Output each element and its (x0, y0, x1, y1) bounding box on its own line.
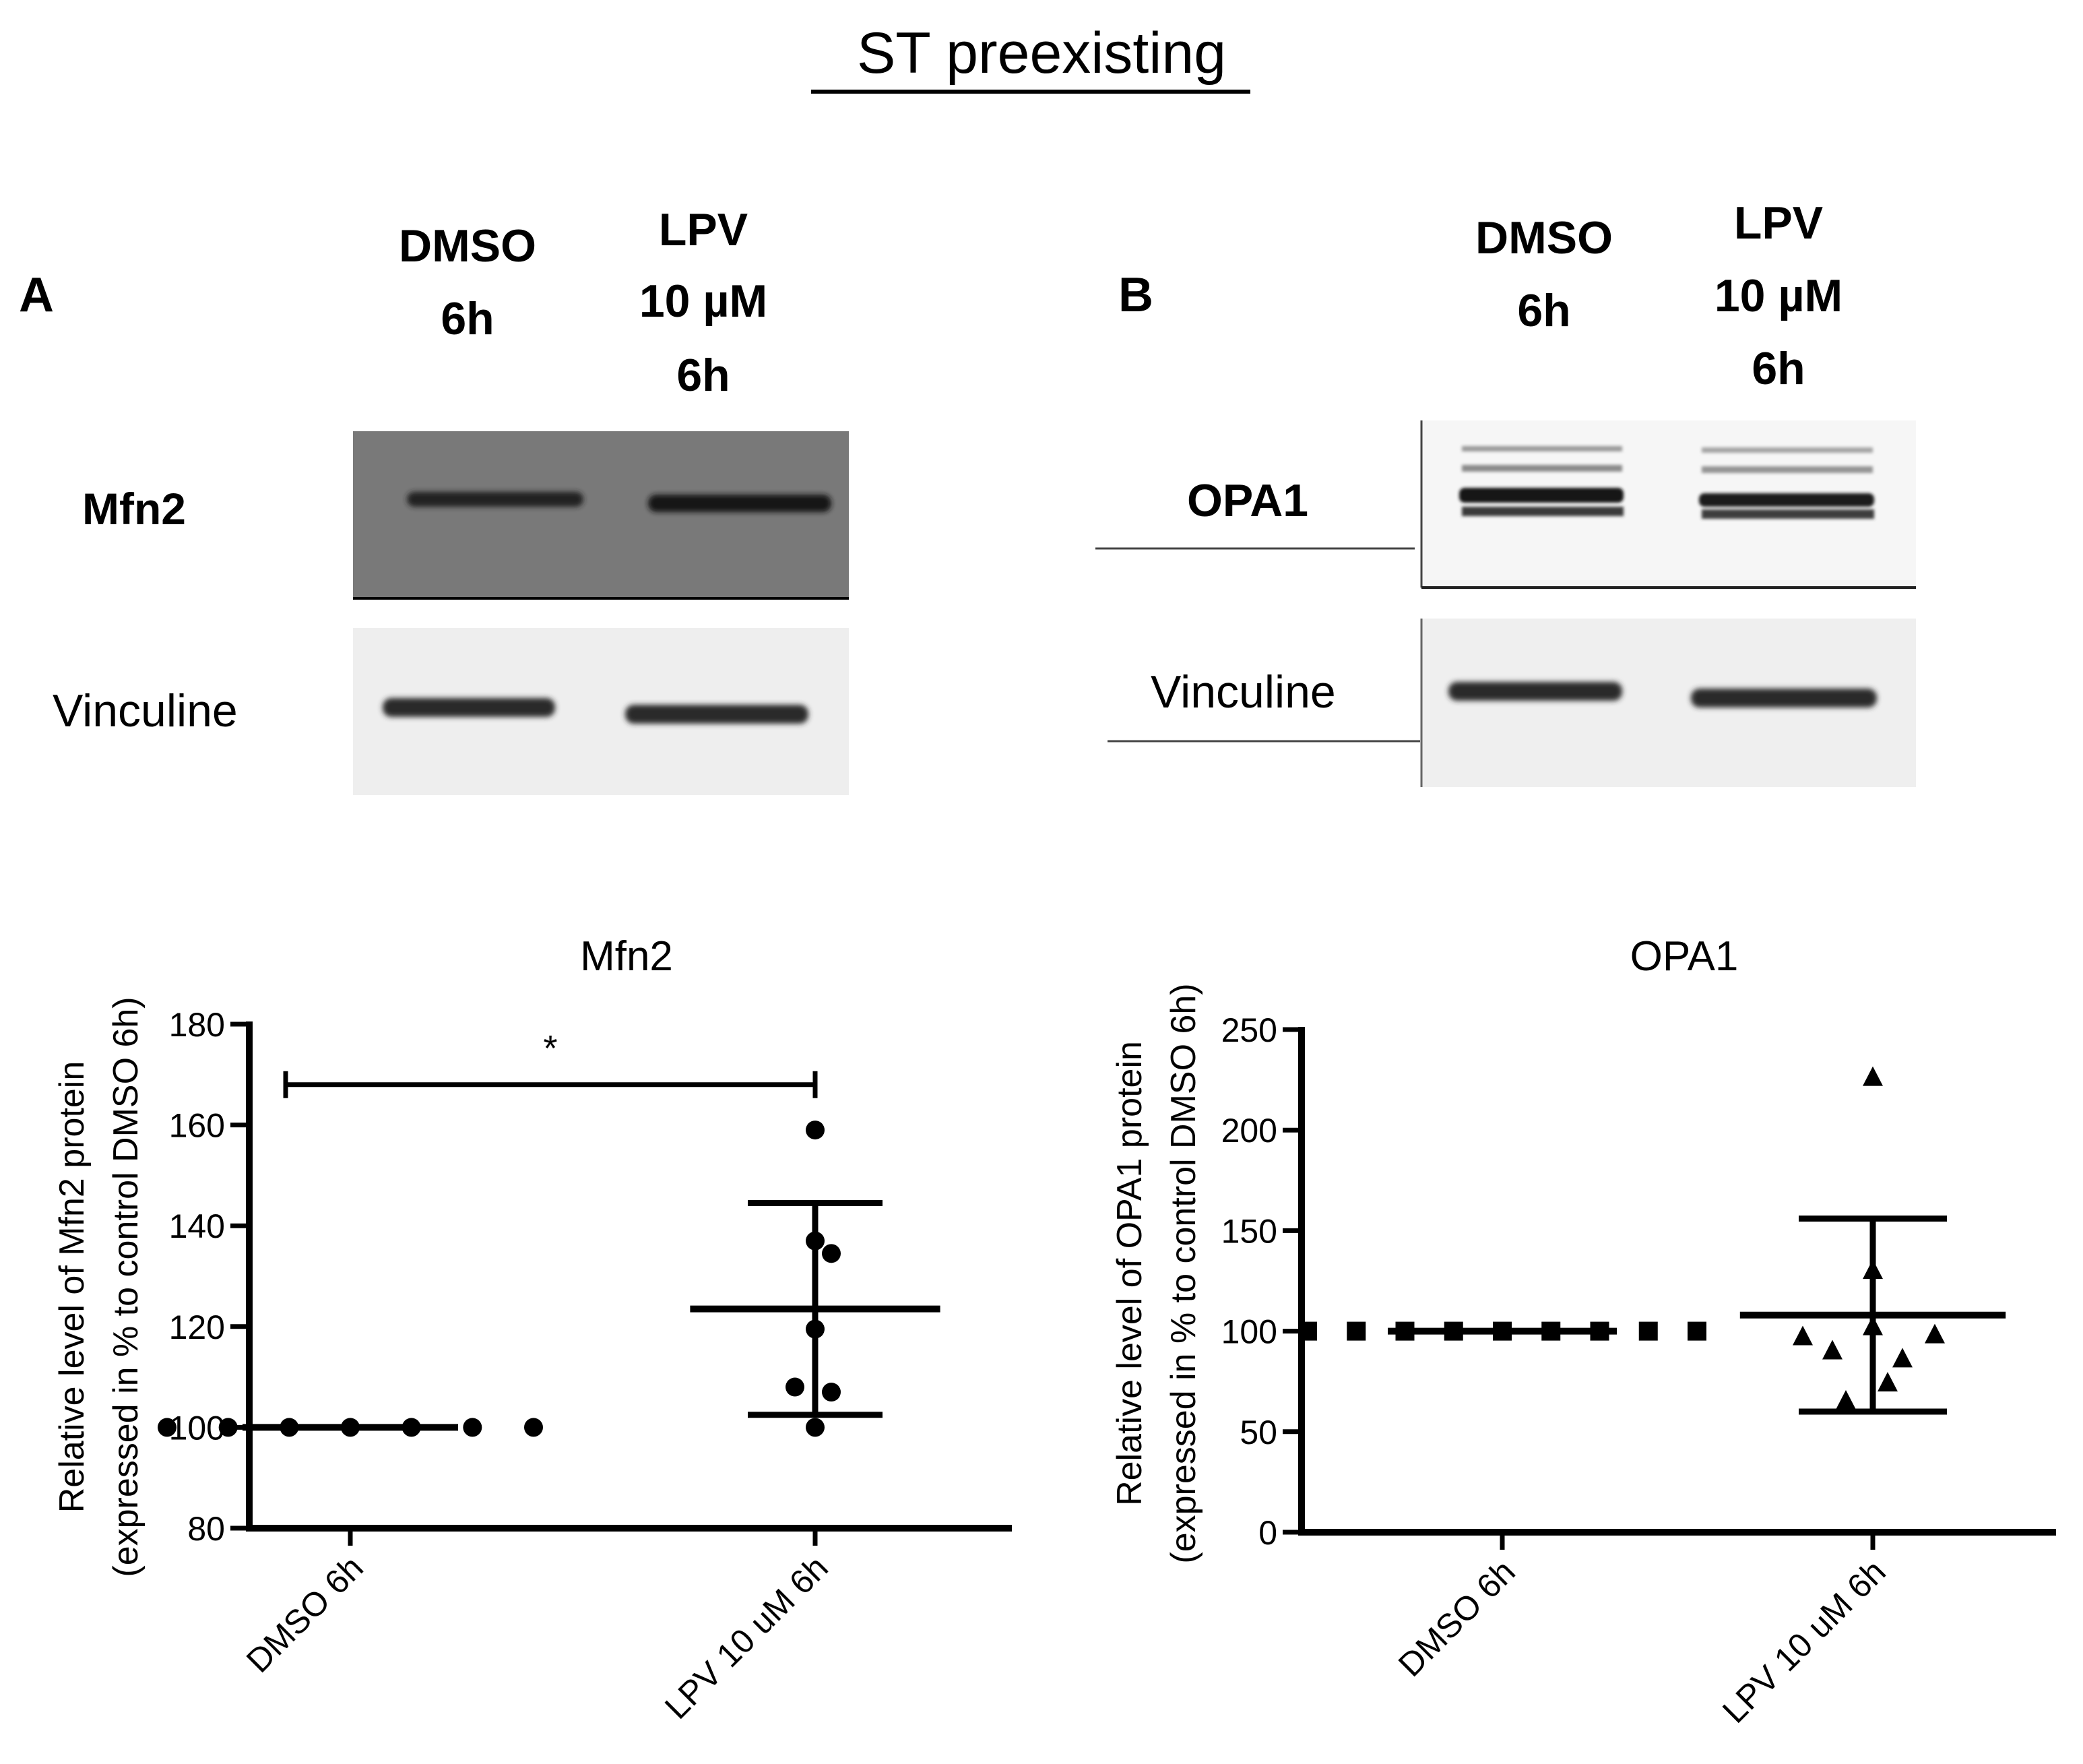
y-tick-label: 100 (169, 1409, 225, 1447)
band-opa1-lpv-main-1 (1699, 493, 1874, 507)
lane-label-line: 6h (1752, 343, 1805, 394)
blot-mfn2 (353, 431, 849, 598)
series-2 (690, 1121, 940, 1437)
lane-label-line: 6h (676, 350, 730, 401)
bands-opa1-lpv (1699, 447, 1874, 519)
series-1 (158, 1418, 543, 1437)
lane-label-line: 10 µM (1715, 270, 1842, 321)
y-tick-label: 120 (169, 1309, 225, 1346)
data-point (1892, 1348, 1913, 1368)
blot-mfn2-shade (353, 431, 849, 598)
y-tick-label: 50 (1240, 1414, 1277, 1451)
series-1 (1298, 1321, 1706, 1341)
y-axis-label-line-2: (expressed in % to control DMSO 6h) (1164, 983, 1203, 1563)
data-point (463, 1418, 482, 1437)
data-point (1793, 1325, 1813, 1346)
panel-letter-b: B (1118, 268, 1153, 322)
y-axis-label-line-1: Relative level of OPA1 protein (1110, 1041, 1149, 1506)
band-opa1-dmso-faint-1 (1462, 446, 1622, 451)
chart-marks (1298, 1027, 2056, 1536)
data-point (806, 1418, 825, 1437)
y-tick-label: 80 (187, 1510, 225, 1548)
y-tick-label: 160 (169, 1107, 225, 1145)
figure-title: ST preexisting (857, 21, 1226, 86)
band-mfn2-dmso (407, 492, 583, 507)
data-point (1878, 1372, 1898, 1392)
data-point (822, 1383, 841, 1402)
chart-title: Mfn2 (580, 933, 673, 980)
chart-marks: * (158, 1021, 1012, 1532)
data-point (1298, 1321, 1317, 1341)
data-point (524, 1418, 543, 1437)
chart-mfn2: Mfn2 Relative level of Mfn2 protein (exp… (53, 933, 1012, 1726)
y-tick-label: 140 (169, 1207, 225, 1245)
x-tick-label: LPV 10 uM 6h (1715, 1552, 1893, 1730)
x-tick-label: LPV 10 uM 6h (658, 1548, 835, 1726)
band-vinculine-b-lpv (1691, 689, 1877, 707)
lane-label-line: DMSO (399, 220, 536, 272)
blot-label-opa1: OPA1 (1187, 475, 1308, 526)
blot-label-vinculine-a: Vinculine (53, 685, 238, 736)
data-point (1863, 1066, 1883, 1086)
band-opa1-lpv-main-2 (1702, 509, 1874, 519)
y-tick-label: 100 (1221, 1313, 1277, 1351)
bands-opa1-dmso (1459, 446, 1624, 516)
y-axis-ticks: 80 100 120 140 160 180 DMSO 6h LPV 10 uM 6h (169, 1006, 835, 1726)
lane-label-lpv-b: LPV 10 µM 6h (1715, 197, 1842, 394)
lane-label-line: DMSO (1475, 212, 1613, 263)
data-point (822, 1244, 841, 1263)
band-mfn2-lpv (648, 495, 831, 512)
data-point (1836, 1390, 1856, 1410)
data-point (1688, 1321, 1706, 1341)
y-tick-label: 180 (169, 1006, 225, 1044)
data-point (1925, 1323, 1945, 1344)
lane-label-line: 10 µM (639, 276, 767, 327)
data-point (1347, 1321, 1366, 1341)
y-tick-label: 250 (1221, 1011, 1277, 1049)
y-tick-label: 0 (1258, 1514, 1277, 1552)
lane-label-line: LPV (659, 204, 748, 255)
chart-title: OPA1 (1630, 933, 1739, 980)
data-point (1638, 1321, 1658, 1341)
band-vinculine-a-dmso (383, 698, 555, 717)
band-opa1-dmso-faint-2 (1462, 465, 1622, 472)
blot-label-mfn2: Mfn2 (82, 484, 186, 534)
y-tick-label: 150 (1221, 1212, 1277, 1250)
data-point (1822, 1340, 1842, 1360)
band-opa1-dmso-main-2 (1462, 507, 1624, 516)
lane-label-dmso-b: DMSO 6h (1475, 212, 1613, 336)
lane-label-line: 6h (1517, 285, 1570, 336)
blot-label-vinculine-b: Vinculine (1151, 666, 1336, 718)
significance-bracket: * (283, 1028, 818, 1098)
x-tick-label: DMSO 6h (1391, 1552, 1523, 1684)
x-tick-label: DMSO 6h (239, 1548, 371, 1680)
lane-label-dmso-a: DMSO 6h (399, 220, 536, 344)
band-vinculine-b-dmso (1448, 682, 1622, 701)
band-opa1-lpv-faint-2 (1702, 466, 1873, 473)
panel-a: A DMSO 6h LPV 10 µM 6h Mfn2 Vinculine (19, 204, 849, 795)
band-opa1-dmso-main-1 (1459, 488, 1624, 503)
panel-b: B DMSO 6h LPV 10 µM 6h OPA1 Vincu (1095, 197, 1916, 787)
chart-opa1: OPA1 Relative level of OPA1 protein (exp… (1110, 933, 2056, 1730)
y-tick-label: 200 (1221, 1112, 1277, 1149)
lane-label-line: 6h (441, 293, 494, 344)
y-axis-label-line-1: Relative level of Mfn2 protein (53, 1061, 92, 1513)
lane-label-lpv-a: LPV 10 µM 6h (639, 204, 767, 401)
band-vinculine-a-lpv (625, 705, 808, 724)
y-axis-label-line-2: (expressed in % to control DMSO 6h) (106, 997, 146, 1577)
data-point (218, 1418, 238, 1437)
lane-label-line: LPV (1734, 197, 1823, 249)
data-point (786, 1377, 804, 1397)
data-point (806, 1121, 825, 1140)
series-2 (1739, 1066, 2006, 1415)
y-axis-ticks: 0 50 100 150 200 250 DMSO 6h LPV 10 uM 6h (1221, 1011, 1893, 1730)
data-point (158, 1418, 177, 1437)
significance-label: * (543, 1028, 557, 1069)
band-opa1-lpv-faint-1 (1702, 447, 1873, 453)
panel-letter-a: A (19, 268, 54, 322)
